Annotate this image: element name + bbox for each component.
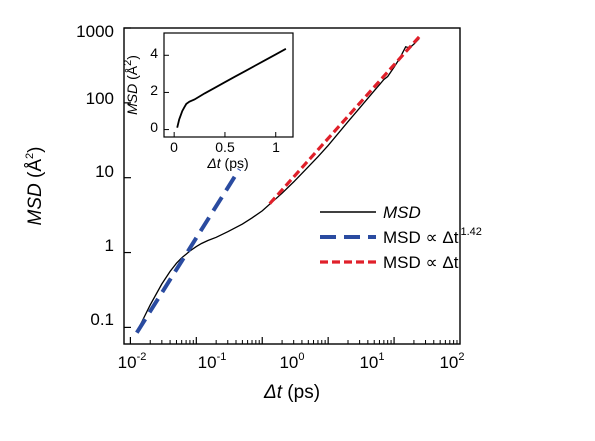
y-tick-label: 100 [86, 89, 114, 108]
series-line-2 [268, 35, 421, 205]
inset-y-tick-label: 4 [150, 45, 158, 61]
series-line-0 [136, 38, 420, 332]
y-tick-label: 10 [95, 162, 114, 181]
x-tick-label: 100 [279, 351, 304, 372]
x-axis-title: Δt (ps) [263, 382, 320, 403]
main-data-marks [135, 35, 421, 334]
series-line-1 [135, 168, 242, 334]
x-tick-label: 10-1 [198, 351, 227, 372]
inset-tick-marks [164, 54, 277, 137]
legend-label-power-law-fit: MSD ∝ Δt 1.42 [383, 226, 482, 247]
inset-x-tick-label: 0.5 [215, 139, 235, 155]
inset-y-tick-label: 0 [150, 119, 158, 135]
inset-data-marks [176, 48, 287, 128]
inset-series-line [176, 48, 287, 128]
x-tick-label: 10-2 [118, 351, 147, 372]
main-plot-frame [123, 27, 461, 345]
inset-y-axis-title: MSD (Å2) [122, 55, 140, 115]
y-tick-label: 1000 [76, 22, 114, 41]
y-tick-label: 0.1 [90, 310, 114, 329]
main-plot: 10-2 10-1 100 101 102 0.1 1 10 100 1000 … [24, 22, 482, 403]
main-tick-marks [124, 27, 458, 344]
inset-plot: 0 0.5 1 0 2 4 Δt (ps) MSD (Å2) [122, 32, 294, 171]
y-axis-title: MSD (Å2) [24, 147, 46, 226]
legend-label-linear-fit: MSD ∝ Δt [383, 253, 459, 272]
legend-label-msd: MSD [383, 203, 421, 222]
inset-y-tick-label: 2 [150, 82, 158, 98]
x-tick-label: 101 [359, 351, 384, 372]
legend: MSD MSD ∝ Δt 1.42 MSD ∝ Δt [320, 203, 482, 272]
y-tick-label: 1 [105, 236, 114, 255]
inset-plot-frame [163, 32, 294, 138]
inset-x-tick-label: 0 [170, 139, 178, 155]
x-tick-label: 102 [439, 351, 464, 372]
inset-x-tick-label: 1 [272, 139, 280, 155]
inset-x-axis-title: Δt (ps) [206, 155, 248, 171]
